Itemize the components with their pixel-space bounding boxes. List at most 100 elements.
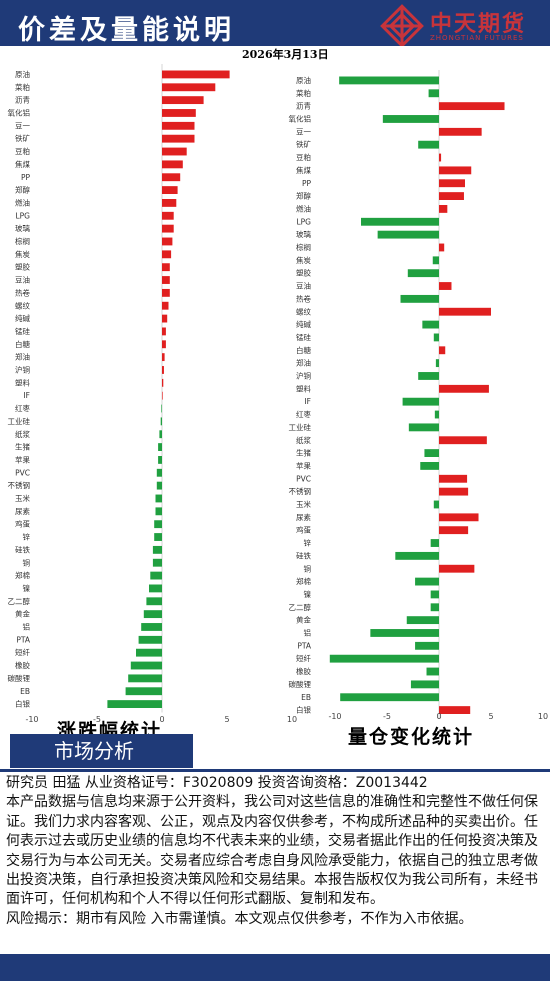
- right-category-label: 苹果: [296, 460, 311, 470]
- right-category-label: 菜粕: [296, 88, 311, 98]
- left-bar-27: [161, 404, 162, 413]
- left-category-label: PVC: [15, 468, 30, 477]
- right-bar-9: [439, 179, 465, 188]
- right-category-label: EB: [301, 693, 311, 702]
- left-category-label: 纸浆: [15, 429, 30, 439]
- section-divider: [0, 769, 550, 772]
- right-category-label: 豆粕: [296, 152, 311, 162]
- right-bar-19: [439, 307, 491, 316]
- right-category-label: 红枣: [296, 409, 311, 419]
- left-bar-46: [136, 648, 162, 657]
- left-category-label: 燃油: [15, 197, 30, 207]
- left-category-label: 镍: [23, 583, 31, 593]
- left-bar-21: [162, 327, 166, 336]
- left-bar-23: [162, 353, 165, 362]
- left-bar-34: [155, 494, 162, 503]
- right-category-label: 原油: [296, 75, 311, 85]
- right-bar-18: [400, 294, 439, 303]
- left-bar-2: [162, 83, 216, 92]
- right-category-label: 生猪: [296, 448, 311, 458]
- left-category-label: 豆一: [15, 121, 30, 130]
- page-title: 价差及量能说明: [18, 15, 235, 46]
- right-bar-17: [439, 282, 452, 290]
- right-bar-4: [382, 115, 439, 123]
- left-category-label: 生猪: [15, 442, 30, 452]
- left-bar-22: [162, 340, 166, 349]
- right-bar-37: [430, 539, 439, 547]
- right-bar-44: [370, 629, 439, 637]
- right-category-label: PTA: [297, 641, 312, 650]
- right-category-label: PP: [302, 179, 312, 188]
- report-date: 2026年3月13日: [242, 48, 329, 61]
- left-bar-1: [162, 70, 230, 79]
- researcher-line: 研究员 田猛 从业资格证号：F3020809 投资咨询资格：Z0013442: [6, 775, 428, 791]
- right-bar-33: [439, 487, 469, 496]
- left-bar-10: [162, 186, 178, 194]
- right-category-label: 焦煤: [296, 165, 311, 175]
- left-bar-50: [107, 700, 162, 708]
- right-category-label: 沪铜: [296, 371, 311, 381]
- left-category-label: 铝: [23, 622, 31, 632]
- left-category-label: PTA: [16, 635, 31, 644]
- company-logo: 中天期货 ZHONGTIAN FUTURES: [380, 4, 542, 48]
- right-category-label: 棕榈: [296, 242, 311, 252]
- right-category-label: 纯碱: [296, 319, 311, 329]
- right-bar-29: [439, 436, 487, 445]
- left-category-label: 碳酸锂: [8, 673, 31, 683]
- right-bar-23: [435, 359, 439, 368]
- left-bar-28: [160, 417, 162, 426]
- left-bar-36: [154, 520, 162, 529]
- right-bar-32: [439, 474, 468, 483]
- left-bar-8: [162, 160, 183, 169]
- report-body: 研究员 田猛 从业资格证号：F3020809 投资咨询资格：Z0013442 本…: [6, 774, 548, 929]
- right-category-label: 碳酸锂: [289, 679, 312, 689]
- right-category-label: 白糖: [296, 345, 311, 355]
- right-bar-36: [439, 526, 469, 535]
- disclaimer-text: 本产品数据与信息均来源于公开资料，我公司对这些信息的准确性和完整性不做任何保证。…: [6, 794, 538, 908]
- right-category-label: 郑油: [296, 358, 311, 368]
- right-category-label: LPG: [296, 217, 311, 226]
- right-bar-5: [439, 127, 482, 136]
- right-category-label: 塑胶: [296, 268, 311, 278]
- left-category-label: 焦煤: [15, 159, 30, 169]
- left-category-label: 玉米: [15, 493, 30, 503]
- right-bar-38: [395, 551, 439, 560]
- right-category-label: 尿素: [296, 512, 311, 522]
- right-category-label: 热卷: [296, 293, 311, 303]
- left-bar-24: [162, 366, 164, 374]
- right-category-label: 锰硅: [296, 332, 311, 342]
- left-category-label: 鸡蛋: [15, 519, 30, 529]
- left-category-label: IF: [23, 391, 30, 400]
- right-category-label: 螺纹: [296, 306, 311, 316]
- left-bar-9: [162, 173, 181, 182]
- left-bar-25: [162, 378, 164, 387]
- left-bar-37: [154, 533, 162, 541]
- left-bar-33: [156, 481, 162, 490]
- right-bar-22: [439, 346, 446, 355]
- right-category-label: 乙二醇: [289, 602, 312, 612]
- right-category-label: 硅铁: [296, 550, 311, 560]
- left-category-label: 短纤: [15, 647, 30, 657]
- left-bar-31: [158, 456, 162, 464]
- right-bar-1: [339, 76, 439, 85]
- left-category-label: 豆油: [15, 275, 30, 285]
- left-bar-42: [146, 597, 162, 606]
- right-bar-41: [430, 590, 439, 599]
- right-category-label: 郑棉: [296, 576, 311, 586]
- page-footer: [0, 954, 550, 981]
- right-bar-8: [439, 166, 472, 175]
- left-category-label: 郑醇: [15, 185, 30, 195]
- left-bar-35: [155, 507, 162, 516]
- left-category-label: 螺纹: [15, 300, 30, 310]
- left-bar-44: [141, 623, 162, 631]
- left-category-label: 锌: [23, 532, 31, 542]
- left-category-label: 塑胶: [15, 262, 30, 272]
- right-chart-caption: 量仓变化统计: [348, 726, 475, 748]
- left-category-label: PP: [21, 173, 31, 182]
- right-category-label: 铜: [304, 563, 312, 573]
- left-bar-13: [162, 224, 174, 233]
- right-category-label: 豆一: [296, 127, 311, 136]
- right-bar-13: [377, 230, 439, 239]
- left-bar-14: [162, 237, 173, 246]
- right-bar-43: [406, 616, 439, 625]
